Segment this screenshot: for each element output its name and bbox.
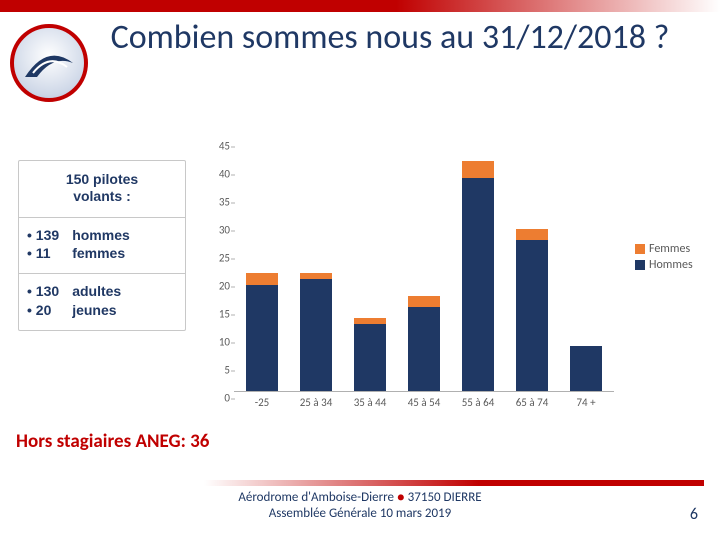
bar-hommes: [570, 346, 602, 391]
x-label: -25: [255, 396, 270, 409]
bar-hommes: [246, 285, 278, 391]
y-tick: 0: [200, 392, 230, 405]
y-tick: 15: [200, 308, 230, 321]
top-accent-bar: [0, 0, 720, 12]
x-label: 55 à 64: [462, 396, 495, 409]
age-distribution-chart: 0 5 10 15 20 25 30 35 40 45 -25 25 à 34 35 à 44 45 à…: [200, 140, 630, 420]
bar-femmes: [246, 273, 278, 284]
bar-hommes: [408, 307, 440, 391]
x-label: 45 à 54: [408, 396, 441, 409]
bar-hommes: [516, 240, 548, 391]
footer: Aérodrome d'Amboise-Dierre ● 37150 DIERR…: [0, 490, 720, 523]
page-title: Combien sommes nous au 31/12/2018 ?: [100, 18, 680, 57]
legend-femmes: Femmes: [635, 242, 693, 256]
bar-stack: [300, 273, 332, 391]
x-label: 35 à 44: [354, 396, 387, 409]
footer-line2: Assemblée Générale 10 mars 2019: [269, 506, 452, 521]
bar-stack: [354, 318, 386, 391]
summary-heading-l1: 150 pilotes: [66, 171, 138, 187]
page-number: 6: [690, 505, 698, 524]
y-tick: 5: [200, 364, 230, 377]
legend-label-hommes: Hommes: [649, 258, 693, 272]
y-tick: 40: [200, 168, 230, 181]
bar-femmes: [354, 318, 386, 324]
bar-hommes: [354, 324, 386, 391]
bar-stack: [462, 161, 494, 391]
footer-address-left: Aérodrome d'Amboise-Dierre: [238, 490, 397, 505]
y-tick: 45: [200, 140, 230, 153]
footer-address-right: 37150 DIERRE: [405, 490, 482, 505]
bar-femmes: [300, 273, 332, 279]
bullet-icon: ●: [397, 490, 405, 505]
bar-stack: [246, 273, 278, 391]
bar-femmes: [516, 229, 548, 240]
summary-group-gender: • 139hommes • 11femmes: [19, 218, 185, 274]
y-tick: 35: [200, 196, 230, 209]
summary-heading: 150 pilotes volants :: [19, 161, 185, 217]
footnote-aneg: Hors stagiaires ANEG: 36: [16, 430, 209, 453]
legend-hommes: Hommes: [635, 258, 693, 272]
chart-legend: Femmes Hommes: [635, 240, 693, 274]
summary-group-age: • 130adultes • 20jeunes: [19, 274, 185, 330]
bar-femmes: [408, 296, 440, 307]
y-tick: 25: [200, 252, 230, 265]
bar-stack: [408, 296, 440, 391]
summary-panel: 150 pilotes volants : • 139hommes • 11fe…: [18, 160, 186, 331]
legend-swatch-hommes: [635, 260, 645, 270]
bar-hommes: [300, 279, 332, 391]
y-tick: 10: [200, 336, 230, 349]
x-label: 25 à 34: [300, 396, 333, 409]
bar-femmes: [462, 161, 494, 178]
aeroclub-logo: [10, 24, 88, 102]
legend-swatch-femmes: [635, 244, 645, 254]
summary-heading-l2: volants :: [73, 188, 131, 204]
bar-stack: [516, 229, 548, 391]
y-tick: 20: [200, 280, 230, 293]
bar-hommes: [462, 178, 494, 391]
footer-accent-bar: [204, 480, 704, 486]
x-label: 74 +: [576, 396, 595, 409]
bar-stack: [570, 346, 602, 391]
x-label: 65 à 74: [516, 396, 549, 409]
y-tick: 30: [200, 224, 230, 237]
legend-label-femmes: Femmes: [649, 242, 690, 256]
